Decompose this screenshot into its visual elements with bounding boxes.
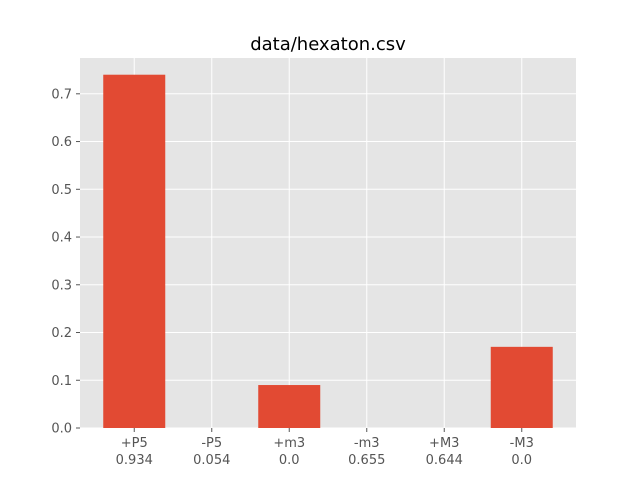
x-tick-sublabel: 0.644 [426, 453, 463, 468]
y-tick-label: 0.1 [51, 374, 72, 389]
y-axis: 0.0 0.1 0.2 0.3 0.4 0.5 0.6 0.7 [51, 87, 80, 437]
x-tick-sublabel: 0.0 [279, 453, 300, 468]
x-tick-sublabel: 0.054 [193, 453, 230, 468]
x-tick-sublabel: 0.0 [511, 453, 532, 468]
bar [103, 74, 166, 428]
x-tick-sublabel: 0.934 [116, 453, 153, 468]
bar [258, 385, 321, 428]
x-tick-label: -M3 [510, 436, 534, 451]
x-tick-label: -P5 [201, 436, 222, 451]
x-axis: +P5 0.934 -P5 0.054 +m3 0.0 -m3 0.655 +M3 0.644 -M… [116, 428, 534, 468]
y-tick-label: 0.0 [51, 422, 72, 437]
x-tick-label: -m3 [354, 436, 380, 451]
x-tick-sublabel: 0.655 [348, 453, 385, 468]
y-tick-label: 0.5 [51, 183, 72, 198]
y-tick-label: 0.3 [51, 278, 72, 293]
y-tick-label: 0.7 [51, 87, 72, 102]
x-tick-label: +m3 [273, 436, 305, 451]
x-tick-label: +M3 [429, 436, 459, 451]
y-tick-label: 0.2 [51, 326, 72, 341]
bar [490, 346, 553, 428]
bars [103, 74, 553, 428]
y-tick-label: 0.4 [51, 231, 72, 246]
y-tick-label: 0.6 [51, 135, 72, 150]
chart-title: data/hexaton.csv [250, 34, 406, 55]
x-tick-label: +P5 [121, 436, 148, 451]
